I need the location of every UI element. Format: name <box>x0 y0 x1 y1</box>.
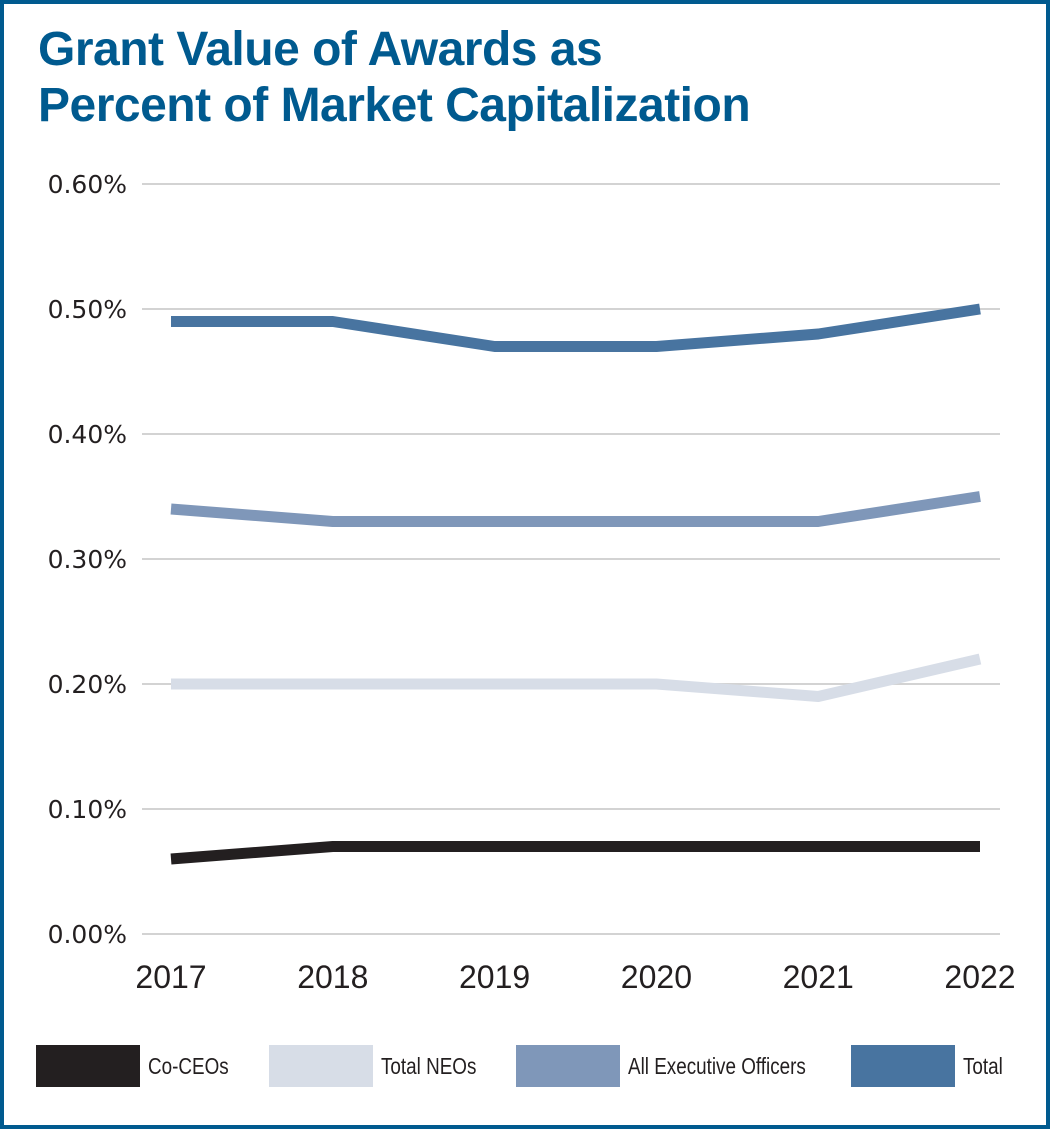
legend-swatch <box>36 1045 140 1087</box>
x-tick-label: 2021 <box>783 959 854 995</box>
legend-item-all-executive-officers: All Executive Officers <box>516 1045 845 1087</box>
legend-swatch <box>516 1045 620 1087</box>
legend-item-co-ceos: Co-CEOs <box>36 1045 246 1087</box>
legend-swatch <box>851 1045 955 1087</box>
y-tick-label: 0.40% <box>48 420 127 449</box>
legend: Co-CEOs Total NEOs All Executive Officers T… <box>36 1045 1016 1087</box>
legend-item-total-neos: Total NEOs <box>269 1045 497 1087</box>
x-tick-label: 2017 <box>135 959 206 995</box>
chart-title-line-1: Grant Value of Awards as <box>38 23 603 76</box>
series-lines <box>170 303 982 865</box>
chart-title-line-2: Percent of Market Capitalization <box>38 79 751 132</box>
gridlines <box>142 183 1000 935</box>
y-tick-label: 0.50% <box>48 295 127 324</box>
legend-item-total: Total <box>851 1045 1012 1087</box>
legend-label: Total <box>963 1052 1003 1079</box>
y-tick-label: 0.10% <box>48 795 127 824</box>
legend-label: All Executive Officers <box>628 1052 806 1079</box>
y-tick-label: 0.00% <box>48 920 127 949</box>
x-axis-ticks: 2017 2018 2019 2020 2021 2022 <box>135 959 1015 995</box>
x-tick-label: 2020 <box>621 959 692 995</box>
x-tick-label: 2022 <box>944 959 1015 995</box>
series-line-all-executive-officers <box>170 491 981 527</box>
y-tick-label: 0.20% <box>48 670 127 699</box>
y-tick-label: 0.60% <box>48 170 127 199</box>
x-tick-label: 2018 <box>297 959 368 995</box>
y-axis-ticks: 0.00% 0.10% 0.20% 0.30% 0.40% 0.50% 0.60% <box>48 170 127 949</box>
series-line-total <box>171 303 981 352</box>
series-line-total-neos <box>171 653 982 702</box>
chart-title: Grant Value of Awards as Percent of Mark… <box>38 22 938 134</box>
legend-label: Total NEOs <box>381 1052 477 1079</box>
x-tick-label: 2019 <box>459 959 530 995</box>
series-line-co-ceos <box>170 841 980 865</box>
legend-label: Co-CEOs <box>148 1052 229 1079</box>
legend-swatch <box>269 1045 373 1087</box>
y-tick-label: 0.30% <box>48 545 127 574</box>
